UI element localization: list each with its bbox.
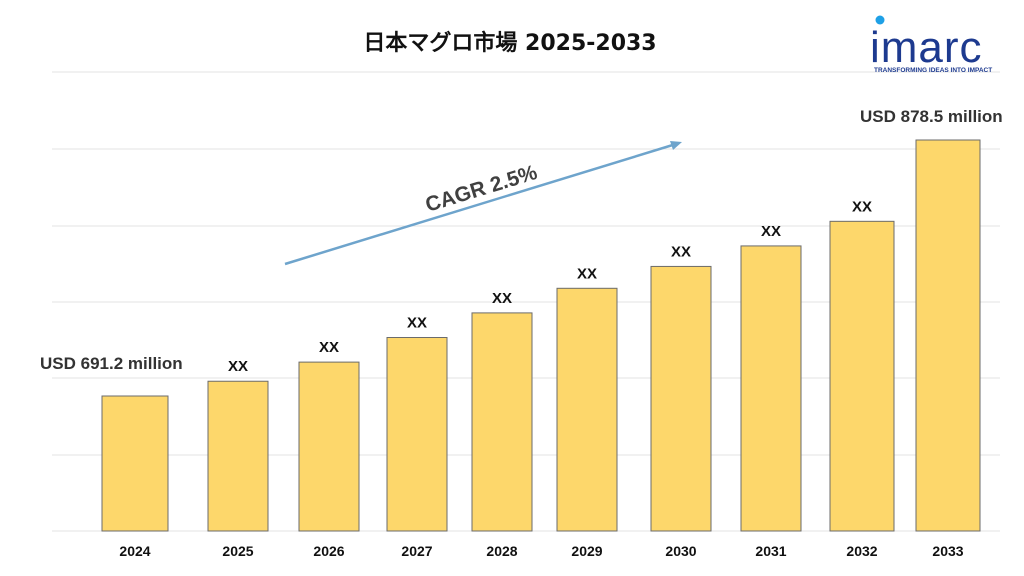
logo-tagline: TRANSFORMING IDEAS INTO IMPACT [874,67,992,74]
bar-2030 [650,265,712,532]
imarc-logo: imarc TRANSFORMING IDEAS INTO IMPACT [870,15,992,74]
x-tick-2024: 2024 [119,543,150,559]
bar-2024 [101,395,169,532]
data-label-2028: XX [492,290,512,307]
cagr-arrow [284,141,682,266]
x-tick-2028: 2028 [486,543,517,559]
logo-brand: imarc [870,23,983,72]
x-tick-2026: 2026 [313,543,344,559]
x-tick-2025: 2025 [222,543,253,559]
x-tick-2027: 2027 [401,543,432,559]
bar-2026 [298,361,360,532]
x-tick-2029: 2029 [571,543,602,559]
bar-2027 [386,337,448,532]
cagr-arrow-head [670,141,682,150]
bar-2032 [829,220,895,532]
start-value-label: USD 691.2 million [40,354,183,373]
bar-2033 [915,139,981,532]
x-tick-2031: 2031 [755,543,786,559]
x-tick-2033: 2033 [932,543,963,559]
end-value-label: USD 878.5 million [860,107,1003,126]
x-tick-2032: 2032 [846,543,877,559]
data-label-2026: XX [319,339,339,356]
data-label-2029: XX [577,265,597,282]
data-label-2025: XX [228,358,248,375]
cagr-arrow-line [284,142,677,266]
data-label-2027: XX [407,315,427,332]
x-tick-2030: 2030 [665,543,696,559]
data-labels: XX XX XX XX XX XX XX XX [228,198,872,375]
data-label-2030: XX [671,243,691,260]
bar-2029 [556,287,618,532]
bars [101,139,981,532]
data-label-2032: XX [852,198,872,215]
bar-2028 [471,312,533,532]
cagr-annotation: CAGR 2.5% [423,161,541,217]
chart-title: 日本マグロ市場 2025-2033 [363,30,656,56]
bar-2025 [207,380,269,532]
logo-dot-icon [875,15,885,25]
data-label-2031: XX [761,223,781,240]
x-axis-ticks: 2024 2025 2026 2027 2028 2029 2030 2031 2032 2033 [119,543,963,559]
bar-2031 [740,245,802,532]
